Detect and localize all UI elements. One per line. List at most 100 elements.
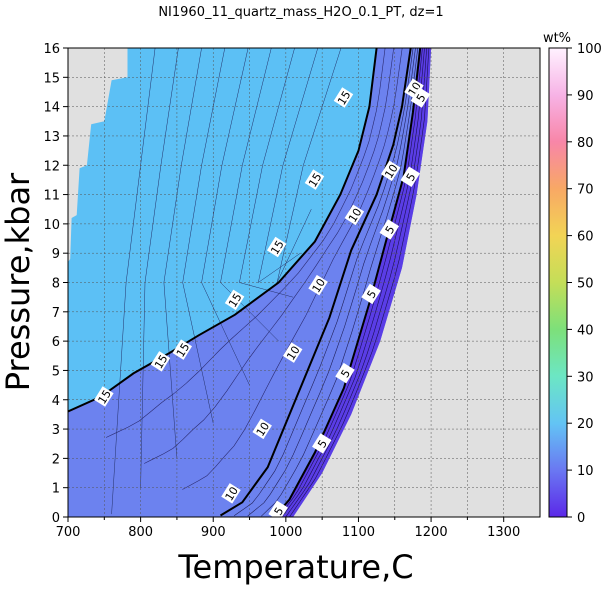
minor-contour: [144, 48, 394, 464]
contour-label: 5: [268, 500, 288, 517]
y-tick-label: 7: [52, 306, 60, 321]
contour-label: 5: [410, 87, 431, 108]
colorbar-ticks: 0 10 20 30 40 50 60 70 80 90 100: [567, 42, 602, 526]
minor-contour: [201, 48, 250, 386]
y-tick-label: 9: [52, 247, 60, 262]
contour-label-bg: [410, 87, 431, 108]
y-tick-label: 16: [43, 42, 60, 57]
colorbar-tick-label: 90: [577, 89, 594, 104]
x-axis-ticks: 700 800 900 1000 1100 1200 1300: [56, 517, 520, 540]
contour-label: 15: [150, 351, 171, 372]
contour-label-text: 10: [254, 420, 272, 439]
x-axis-label: Temperature,C: [177, 548, 413, 586]
minor-contour: [247, 48, 416, 517]
contour-label-text: 15: [306, 171, 324, 190]
contour-label-bg: [282, 342, 303, 363]
y-tick-label: 14: [43, 101, 60, 116]
y-tick-label: 6: [52, 335, 60, 350]
minor-contour: [289, 48, 430, 517]
contour-label: 10: [221, 483, 241, 504]
colorbar: 0 10 20 30 40 50 60 70 80 90 100 wt%: [543, 31, 602, 526]
minor-contour: [281, 48, 425, 517]
contour-label-bg: [335, 362, 355, 384]
minor-contour: [261, 48, 419, 517]
contour-label-bg: [221, 483, 241, 504]
contour-label-bg: [333, 87, 354, 108]
y-axis-label: Pressure,kbar: [0, 172, 37, 391]
contour-label-bg: [400, 166, 421, 187]
minor-contour: [105, 48, 386, 438]
contour-label-bg: [268, 500, 288, 517]
contour-label-text: 10: [310, 276, 328, 295]
colorbar-unit: wt%: [543, 31, 571, 46]
contour-label: 15: [266, 236, 287, 258]
contour-label-text: 10: [284, 344, 302, 363]
contour-line-5: [274, 48, 422, 517]
y-tick-label: 12: [43, 159, 60, 174]
minor-contour: [278, 48, 423, 517]
y-tick-label: 5: [52, 364, 60, 379]
y-tick-label: 15: [43, 71, 60, 86]
colorbar-tick-label: 50: [577, 277, 594, 292]
y-tick-label: 2: [52, 452, 60, 467]
colorbar-tick-label: 70: [577, 183, 594, 198]
contour-label-text: 15: [268, 238, 286, 257]
y-tick-label: 8: [52, 277, 60, 292]
contour-line-15: [68, 48, 378, 413]
contour-label: 10: [252, 418, 272, 440]
colorbar-gradient: [548, 47, 568, 518]
contour-label: 15: [224, 289, 245, 311]
contour-label-bg: [150, 351, 171, 372]
contour-label-bg: [304, 169, 325, 190]
x-tick-label: 800: [128, 525, 153, 540]
contour-label-bg: [172, 339, 193, 360]
y-tick-label: 10: [43, 218, 60, 233]
contour-label: 5: [335, 362, 355, 384]
contour-label-text: 15: [174, 341, 192, 360]
contour-label-text: 15: [152, 352, 170, 371]
colorbar-tick-label: 0: [577, 511, 585, 526]
contour-label: 15: [172, 339, 193, 360]
contour-label: 10: [282, 342, 303, 363]
minor-contour: [276, 48, 342, 283]
contour-label-text: 10: [346, 206, 364, 225]
x-tick-label: 700: [56, 525, 81, 540]
y-tick-label: 13: [43, 130, 60, 145]
contour-label: 15: [333, 87, 354, 108]
contour-label-bg: [312, 433, 332, 454]
minor-contour: [285, 48, 427, 517]
x-tick-label: 1200: [415, 525, 448, 540]
contour-label-bg: [404, 78, 424, 99]
chart-title: NI1960_11_quartz_mass_H2O_0.1_PT, dz=1: [158, 5, 443, 20]
x-tick-label: 1000: [269, 525, 302, 540]
y-tick-label: 3: [52, 423, 60, 438]
contour-label-text: 15: [96, 388, 114, 407]
contour-label-bg: [308, 274, 328, 296]
colorbar-tick-label: 20: [577, 417, 594, 432]
x-tick-label: 1100: [342, 525, 375, 540]
x-tick-label: 900: [201, 525, 226, 540]
colorbar-tick-label: 60: [577, 230, 594, 245]
minor-contour: [239, 48, 295, 298]
contour-label: 15: [304, 169, 325, 190]
contour-label: 10: [344, 204, 364, 226]
contour-label: 5: [400, 166, 421, 187]
colorbar-tick-label: 10: [577, 464, 594, 479]
major-contours: [68, 48, 422, 517]
colorbar-tick-label: 100: [577, 42, 602, 57]
contour-label-bg: [380, 160, 401, 182]
contour-label-text: 15: [226, 291, 244, 310]
y-tick-label: 0: [52, 511, 60, 526]
colorbar-tick-label: 40: [577, 323, 594, 338]
contour-label: 15: [94, 386, 114, 407]
minor-contour: [233, 48, 414, 517]
contour-label-bg: [252, 418, 272, 440]
contour-label-text: 10: [382, 162, 400, 181]
contour-label: 10: [308, 274, 328, 296]
contour-label-text: 15: [335, 89, 353, 108]
contour-label: 5: [379, 219, 400, 240]
contour-label-bg: [379, 219, 400, 240]
